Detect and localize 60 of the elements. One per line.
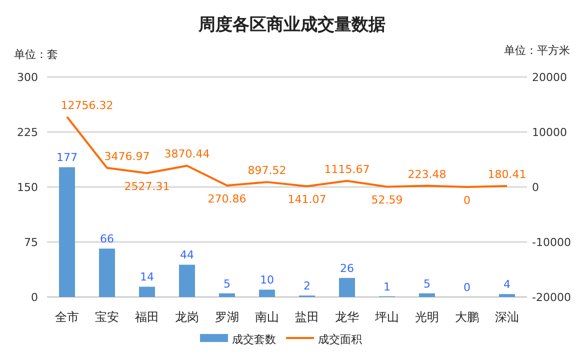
x-tick-label: 龙华 <box>335 310 359 324</box>
x-tick-label: 坪山 <box>374 310 399 324</box>
y2-tick-label: 20000 <box>532 71 567 84</box>
x-tick-label: 光明 <box>415 310 439 324</box>
data-label: 270.86 <box>208 192 246 206</box>
data-label: 1115.67 <box>324 162 370 176</box>
data-label: 10 <box>260 274 274 287</box>
data-label: 0 <box>464 281 470 294</box>
data-label: 180.41 <box>488 168 526 182</box>
data-label: 26 <box>340 262 354 275</box>
bar <box>419 293 435 297</box>
y-tick-label: 0 <box>31 291 38 304</box>
bar <box>259 290 275 297</box>
data-label: 177 <box>56 151 78 164</box>
bar <box>179 264 195 297</box>
y2-axis-title: 单位：平方米 <box>504 44 570 57</box>
data-label: 223.48 <box>408 168 446 181</box>
x-tick-label: 福田 <box>135 310 159 324</box>
data-label: 5 <box>424 277 430 290</box>
data-label: 0 <box>464 194 470 207</box>
bar <box>99 248 115 297</box>
bar <box>219 293 235 297</box>
x-tick-label: 罗湖 <box>215 310 239 324</box>
data-label: 52.59 <box>371 194 403 207</box>
bar <box>139 286 155 297</box>
data-label: 2 <box>304 280 310 293</box>
data-label: 141.07 <box>288 193 326 206</box>
x-tick-label: 全市 <box>55 310 79 324</box>
legend-label: 成交套数 <box>232 333 276 346</box>
data-label: 4 <box>504 278 510 292</box>
data-label: 44 <box>180 248 194 262</box>
x-tick-label: 南山 <box>255 310 279 324</box>
data-label: 66 <box>100 232 114 246</box>
y2-tick-label: 10000 <box>532 126 567 139</box>
y-tick-label: 300 <box>17 71 38 84</box>
y2-tick-label: -10000 <box>532 236 571 249</box>
data-label: 12756.32 <box>60 98 114 112</box>
legend-label: 成交面积 <box>318 333 362 346</box>
y-tick-label: 225 <box>17 126 38 139</box>
x-tick-label: 大鹏 <box>455 310 479 324</box>
bar <box>59 167 75 297</box>
data-label: 5 <box>224 277 230 290</box>
data-label: 3476.97 <box>104 150 150 163</box>
data-label: 1 <box>384 280 390 294</box>
x-tick-label: 龙岗 <box>175 310 199 324</box>
x-tick-label: 深汕 <box>495 310 519 324</box>
x-tick-label: 宝安 <box>95 310 119 324</box>
data-label: 2527.31 <box>124 180 170 194</box>
y2-tick-label: 0 <box>532 181 539 194</box>
chart-title: 周度各区商业成交量数据 <box>198 15 386 35</box>
data-label: 14 <box>140 270 154 284</box>
y2-tick-label: -20000 <box>532 291 571 304</box>
data-label: 3870.44 <box>164 148 210 161</box>
bar <box>339 278 355 297</box>
bar <box>499 294 515 297</box>
y-tick-label: 150 <box>17 181 38 194</box>
x-tick-label: 盐田 <box>295 310 319 324</box>
data-label: 897.52 <box>248 164 286 178</box>
y-tick-label: 75 <box>24 236 38 249</box>
y-axis-title: 单位：套 <box>14 48 58 61</box>
